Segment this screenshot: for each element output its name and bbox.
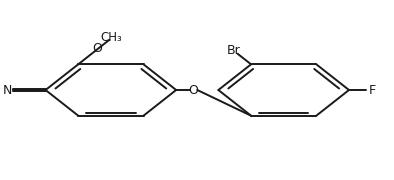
Text: O: O <box>188 84 198 96</box>
Text: O: O <box>93 42 102 55</box>
Text: CH₃: CH₃ <box>100 31 122 44</box>
Text: F: F <box>369 84 376 96</box>
Text: N: N <box>3 84 12 96</box>
Text: Br: Br <box>227 44 241 57</box>
